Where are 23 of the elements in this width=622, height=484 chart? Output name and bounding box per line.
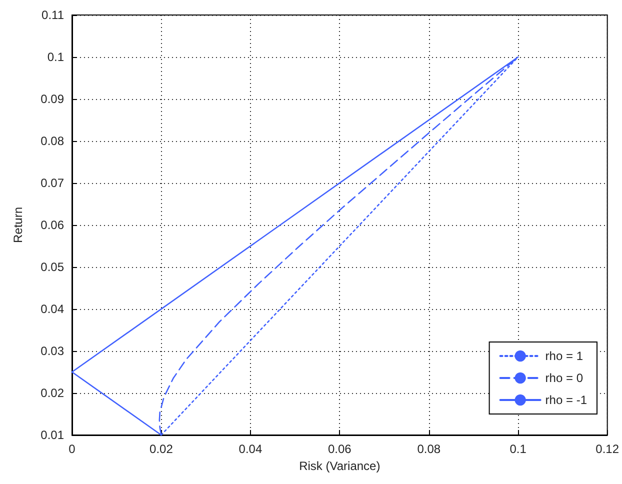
y-tick-label: 0.08	[40, 134, 64, 148]
y-tick-label: 0.07	[40, 176, 64, 190]
y-tick-label: 0.02	[40, 386, 64, 400]
x-axis-title: Risk (Variance)	[299, 458, 380, 473]
y-tick-label: 0.03	[40, 344, 64, 358]
legend-label: rho = -1	[545, 393, 588, 407]
y-tick-label: 0.05	[40, 260, 64, 274]
legend-label: rho = 0	[545, 371, 584, 385]
y-tick-label: 0.06	[40, 218, 64, 232]
y-tick-label: 0.11	[42, 8, 64, 22]
y-tick-label: 0.09	[40, 92, 64, 106]
y-tick-label: 0.1	[47, 50, 64, 64]
x-tick-label: 0.02	[150, 442, 174, 456]
x-tick-label: 0.06	[328, 442, 352, 456]
y-tick-label: 0.01	[40, 428, 64, 442]
y-tick-label: 0.04	[40, 302, 64, 316]
legend-label: rho = 1	[545, 349, 584, 363]
x-tick-label: 0.04	[238, 442, 262, 456]
y-axis-title: Return	[11, 206, 25, 244]
x-tick-label: 0	[68, 442, 76, 456]
x-tick-label: 0.12	[596, 442, 620, 456]
x-tick-label: 0.08	[417, 442, 441, 456]
x-tick-label: 0.1	[510, 442, 527, 456]
